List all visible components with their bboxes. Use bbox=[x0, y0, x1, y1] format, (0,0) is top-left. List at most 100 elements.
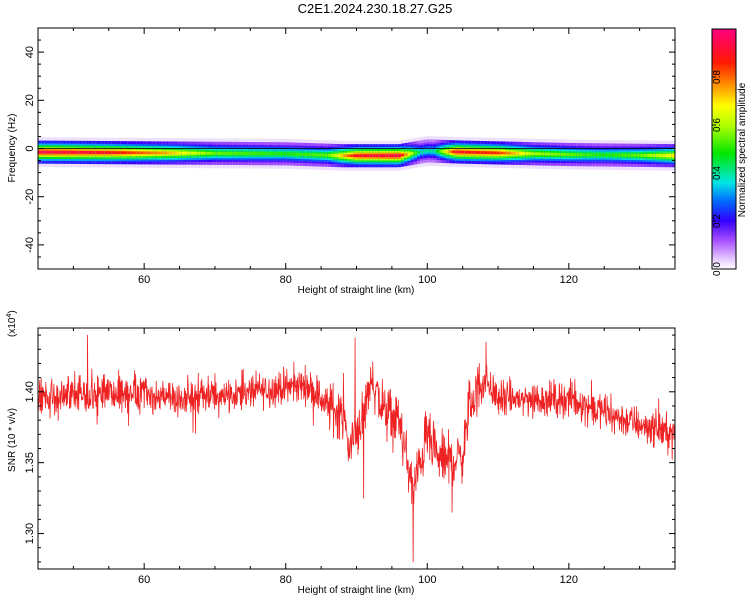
band-segment bbox=[659, 154, 663, 158]
band-segment bbox=[560, 152, 565, 156]
colorbar-tick-label: 0.8 bbox=[712, 70, 723, 84]
top-x-axis-label: Height of straight line (km) bbox=[298, 285, 415, 296]
band-segment bbox=[213, 151, 217, 155]
band-segment bbox=[595, 153, 600, 157]
band-segment bbox=[624, 153, 628, 157]
band-segment bbox=[503, 151, 507, 155]
band-segment bbox=[143, 151, 147, 155]
band-segment bbox=[639, 153, 644, 157]
band-segment bbox=[598, 153, 603, 157]
band-segment bbox=[229, 151, 233, 155]
band-segment bbox=[442, 150, 447, 153]
band-segment bbox=[209, 151, 214, 155]
x-tick-label: 120 bbox=[560, 574, 578, 586]
band-segment bbox=[490, 151, 495, 155]
band-segment bbox=[617, 153, 622, 157]
band-segment bbox=[582, 153, 587, 157]
band-segment bbox=[98, 151, 103, 154]
band-segment bbox=[85, 151, 90, 154]
band-segment bbox=[108, 151, 112, 155]
band-segment bbox=[95, 151, 100, 154]
band-segment bbox=[178, 151, 182, 155]
x-tick-label: 80 bbox=[280, 574, 292, 586]
band-segment bbox=[273, 152, 278, 156]
band-segment bbox=[480, 151, 485, 155]
band-segment bbox=[146, 151, 151, 155]
band-segment bbox=[461, 150, 466, 154]
band-segment bbox=[499, 151, 504, 155]
band-segment bbox=[216, 151, 221, 155]
colorbar: 0.0 0.2 0.4 0.6 0.8 Normalized spectral ampl… bbox=[711, 28, 748, 276]
y-tick-label: 40 bbox=[24, 46, 36, 58]
band-segment bbox=[104, 151, 109, 155]
band-segment bbox=[614, 153, 619, 157]
band-segment bbox=[123, 151, 128, 155]
band-segment bbox=[155, 151, 160, 155]
colorbar-tick-label: 0.0 bbox=[712, 262, 723, 276]
snr-series-line bbox=[38, 334, 675, 563]
band-segment bbox=[264, 152, 268, 156]
band-segment bbox=[292, 152, 297, 156]
band-segment bbox=[426, 149, 431, 153]
band-segment bbox=[458, 150, 463, 154]
band-segment bbox=[315, 153, 319, 157]
band-segment bbox=[152, 151, 157, 155]
band-segment bbox=[359, 154, 364, 158]
bottom-plot-frame bbox=[37, 327, 676, 570]
band-segment bbox=[327, 153, 332, 157]
band-segment bbox=[260, 152, 265, 156]
band-segment bbox=[566, 153, 571, 156]
band-segment bbox=[41, 150, 45, 154]
band-segment bbox=[518, 151, 523, 155]
band-segment bbox=[445, 150, 450, 154]
band-segment bbox=[149, 151, 154, 155]
band-segment bbox=[350, 154, 354, 158]
band-segment bbox=[92, 151, 96, 154]
band-segment bbox=[483, 151, 488, 155]
band-segment bbox=[130, 151, 135, 155]
band-segment bbox=[375, 154, 380, 158]
top-y-axis: -40 -20 0 20 40 bbox=[24, 27, 675, 270]
colorbar-label: Normalized spectral amplitude bbox=[737, 82, 748, 217]
band-segment bbox=[388, 154, 393, 158]
band-segment bbox=[127, 151, 131, 155]
band-segment bbox=[63, 150, 68, 154]
band-segment bbox=[353, 154, 358, 158]
bottom-x-axis: 60 80 100 120 bbox=[37, 328, 676, 586]
band-segment bbox=[477, 151, 482, 154]
band-segment bbox=[589, 153, 593, 157]
band-segment bbox=[346, 154, 351, 158]
snr-panel: 60 80 100 120 1.30 1.35 1.40 Height of straig… bbox=[6, 310, 676, 596]
band-segment bbox=[506, 151, 510, 155]
band-segment bbox=[283, 152, 288, 156]
band-segment bbox=[50, 150, 55, 154]
x-tick-label: 80 bbox=[280, 274, 292, 286]
band-segment bbox=[662, 154, 667, 158]
colorbar-tick-label: 0.6 bbox=[712, 118, 723, 132]
band-segment bbox=[448, 150, 453, 154]
band-segment bbox=[369, 154, 374, 158]
band-segment bbox=[337, 154, 342, 158]
band-segment bbox=[496, 151, 501, 155]
band-segment bbox=[356, 154, 361, 158]
band-segment bbox=[467, 150, 472, 154]
band-segment bbox=[159, 151, 163, 155]
band-segment bbox=[111, 151, 116, 155]
band-segment bbox=[493, 151, 498, 155]
band-segment bbox=[464, 150, 469, 154]
band-segment bbox=[174, 151, 179, 155]
band-segment bbox=[225, 151, 230, 155]
y-tick-label: -20 bbox=[24, 189, 36, 205]
bottom-y-axis: 1.30 1.35 1.40 bbox=[24, 334, 675, 563]
band-segment bbox=[200, 151, 205, 155]
y-tick-label: -40 bbox=[24, 237, 36, 253]
bottom-x-axis-label: Height of straight line (km) bbox=[298, 585, 415, 596]
band-segment bbox=[372, 154, 377, 158]
band-segment bbox=[203, 151, 208, 155]
band-segment bbox=[652, 154, 657, 157]
band-segment bbox=[184, 151, 189, 155]
band-segment bbox=[404, 153, 409, 157]
colorbar-ticks: 0.0 0.2 0.4 0.6 0.8 bbox=[712, 70, 723, 276]
x-tick-label: 120 bbox=[560, 274, 578, 286]
band-segment bbox=[311, 153, 316, 157]
